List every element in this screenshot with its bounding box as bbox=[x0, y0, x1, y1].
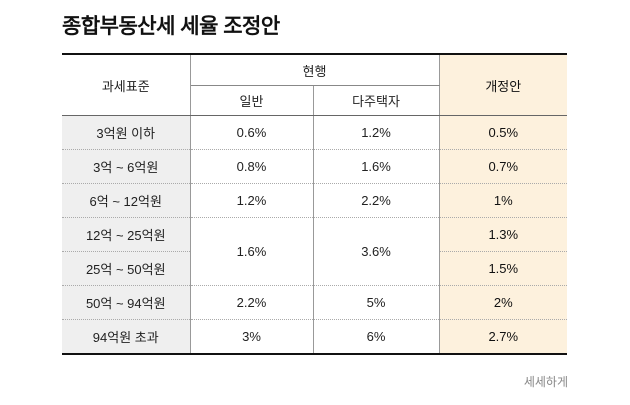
table-row: 3억 ~ 6억원 0.8% 1.6% 0.7% bbox=[62, 149, 568, 184]
row-proposal-rate: 1.5% bbox=[439, 251, 568, 286]
row-bracket: 12억 ~ 25억원 bbox=[62, 217, 191, 252]
page-title: 종합부동산세 세율 조정안 bbox=[62, 15, 280, 38]
table-row: 50억 ~ 94억원 2.2% 5% 2% bbox=[62, 285, 568, 320]
row-bracket: 3억 ~ 6억원 bbox=[62, 149, 191, 184]
row-proposal-rate: 0.5% bbox=[439, 115, 568, 150]
row-bracket: 6억 ~ 12억원 bbox=[62, 183, 191, 218]
row-normal-rate: 3% bbox=[190, 319, 314, 355]
row-normal-rate: 0.6% bbox=[190, 115, 314, 150]
row-multi-rate: 1.6% bbox=[313, 149, 440, 184]
row-multi-rate: 6% bbox=[313, 319, 440, 355]
tax-rate-table: 과세표준 현행 개정안 일반 다주택자 3억원 이하 0.6% 1.2% 0.5… bbox=[62, 53, 568, 355]
row-normal-rate: 1.2% bbox=[190, 183, 314, 218]
row-multi-rate: 2.2% bbox=[313, 183, 440, 218]
row-bracket: 94억원 초과 bbox=[62, 319, 191, 355]
header-current: 현행 bbox=[190, 53, 440, 86]
row-multi-rate: 1.2% bbox=[313, 115, 440, 150]
row-multi-rate: 5% bbox=[313, 285, 440, 320]
row-normal-rate: 1.6% bbox=[190, 217, 314, 286]
row-normal-rate: 0.8% bbox=[190, 149, 314, 184]
row-bracket: 3억원 이하 bbox=[62, 115, 191, 150]
table-row: 6억 ~ 12억원 1.2% 2.2% 1% bbox=[62, 183, 568, 218]
header-tax-base: 과세표준 bbox=[62, 53, 191, 116]
header-proposal: 개정안 bbox=[439, 53, 568, 116]
row-proposal-rate: 2.7% bbox=[439, 319, 568, 355]
row-proposal-rate: 1.3% bbox=[439, 217, 568, 252]
row-bracket: 25억 ~ 50억원 bbox=[62, 251, 191, 286]
source-credit: 세세하게 bbox=[523, 375, 568, 389]
row-proposal-rate: 0.7% bbox=[439, 149, 568, 184]
table-row: 3억원 이하 0.6% 1.2% 0.5% bbox=[62, 115, 568, 150]
header-multi-home: 다주택자 bbox=[313, 85, 440, 116]
table-row: 94억원 초과 3% 6% 2.7% bbox=[62, 319, 568, 355]
header-normal: 일반 bbox=[190, 85, 314, 116]
table-row: 25억 ~ 50억원 1.5% bbox=[62, 251, 568, 286]
row-proposal-rate: 2% bbox=[439, 285, 568, 320]
table-row: 12억 ~ 25억원 1.6% 3.6% 1.3% bbox=[62, 217, 568, 286]
row-bracket: 50억 ~ 94억원 bbox=[62, 285, 191, 320]
row-normal-rate: 2.2% bbox=[190, 285, 314, 320]
row-proposal-rate: 1% bbox=[439, 183, 568, 218]
row-multi-rate: 3.6% bbox=[313, 217, 440, 286]
